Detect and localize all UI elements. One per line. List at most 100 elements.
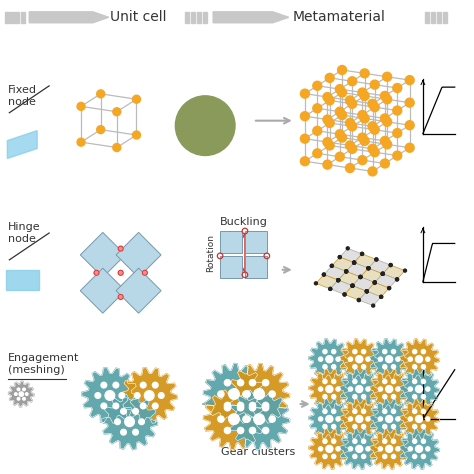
Polygon shape	[203, 364, 264, 425]
Polygon shape	[332, 257, 354, 272]
Bar	[197, 12, 201, 23]
Circle shape	[351, 284, 354, 287]
Circle shape	[356, 385, 363, 392]
Circle shape	[323, 455, 327, 458]
Polygon shape	[367, 283, 389, 297]
Circle shape	[145, 391, 154, 401]
Circle shape	[229, 389, 239, 399]
Circle shape	[326, 416, 333, 422]
Circle shape	[405, 121, 414, 130]
Circle shape	[393, 106, 402, 115]
Circle shape	[353, 261, 356, 264]
Circle shape	[362, 349, 365, 354]
Circle shape	[393, 83, 402, 92]
Circle shape	[113, 382, 118, 388]
Polygon shape	[369, 428, 410, 469]
Polygon shape	[339, 339, 380, 379]
Text: Fixed
node: Fixed node	[9, 85, 37, 107]
Circle shape	[263, 402, 269, 409]
Circle shape	[338, 255, 341, 259]
Circle shape	[301, 157, 310, 166]
Circle shape	[370, 103, 379, 112]
Circle shape	[353, 349, 357, 354]
Circle shape	[412, 365, 417, 369]
Circle shape	[77, 138, 85, 146]
Circle shape	[263, 428, 269, 434]
Circle shape	[405, 98, 414, 107]
Circle shape	[319, 417, 323, 421]
Polygon shape	[339, 369, 380, 409]
Text: Hinge
node: Hinge node	[9, 222, 41, 244]
Circle shape	[325, 73, 334, 82]
Circle shape	[319, 387, 323, 391]
Circle shape	[301, 112, 310, 121]
Circle shape	[348, 387, 353, 391]
Circle shape	[314, 282, 318, 285]
Circle shape	[366, 417, 370, 421]
Circle shape	[337, 110, 346, 119]
Circle shape	[378, 357, 383, 361]
Circle shape	[392, 394, 396, 399]
Circle shape	[356, 356, 363, 363]
Circle shape	[323, 349, 327, 354]
Circle shape	[381, 272, 384, 275]
Circle shape	[345, 270, 347, 273]
Circle shape	[249, 402, 255, 409]
Circle shape	[353, 425, 357, 428]
Circle shape	[218, 391, 224, 397]
Circle shape	[421, 365, 426, 369]
Circle shape	[139, 419, 145, 425]
Circle shape	[378, 447, 383, 451]
Circle shape	[421, 455, 426, 458]
Circle shape	[249, 428, 255, 434]
Circle shape	[386, 416, 392, 422]
Circle shape	[101, 382, 107, 388]
Circle shape	[319, 447, 323, 451]
Polygon shape	[354, 254, 376, 268]
Circle shape	[412, 349, 417, 354]
Circle shape	[325, 141, 334, 150]
Polygon shape	[116, 232, 161, 277]
Circle shape	[269, 416, 275, 422]
Circle shape	[367, 267, 370, 270]
Circle shape	[332, 394, 336, 399]
Circle shape	[224, 428, 230, 434]
Circle shape	[393, 151, 402, 160]
Polygon shape	[316, 274, 338, 289]
Circle shape	[301, 134, 310, 143]
Circle shape	[343, 293, 346, 296]
Circle shape	[346, 118, 355, 128]
Circle shape	[408, 387, 412, 391]
Circle shape	[353, 439, 357, 443]
Circle shape	[254, 389, 264, 399]
Polygon shape	[399, 369, 439, 409]
Circle shape	[332, 455, 336, 458]
Polygon shape	[399, 428, 439, 469]
Circle shape	[351, 284, 354, 287]
Polygon shape	[346, 263, 368, 277]
Circle shape	[365, 290, 368, 293]
Text: Unit cell: Unit cell	[110, 10, 167, 24]
Circle shape	[368, 167, 377, 176]
Circle shape	[421, 410, 426, 413]
Circle shape	[323, 394, 327, 399]
Polygon shape	[116, 268, 161, 313]
Circle shape	[383, 394, 387, 399]
Circle shape	[396, 357, 400, 361]
Circle shape	[332, 410, 336, 413]
Circle shape	[383, 72, 392, 81]
Circle shape	[332, 365, 336, 369]
Circle shape	[175, 96, 235, 155]
Circle shape	[338, 255, 341, 259]
Polygon shape	[330, 280, 353, 294]
Circle shape	[346, 141, 355, 150]
Circle shape	[343, 293, 346, 296]
Circle shape	[353, 410, 357, 413]
Circle shape	[366, 447, 370, 451]
Circle shape	[405, 76, 414, 84]
Circle shape	[336, 357, 340, 361]
Circle shape	[362, 439, 365, 443]
Circle shape	[392, 365, 396, 369]
Circle shape	[263, 405, 269, 411]
Text: Rotation: Rotation	[206, 234, 215, 272]
